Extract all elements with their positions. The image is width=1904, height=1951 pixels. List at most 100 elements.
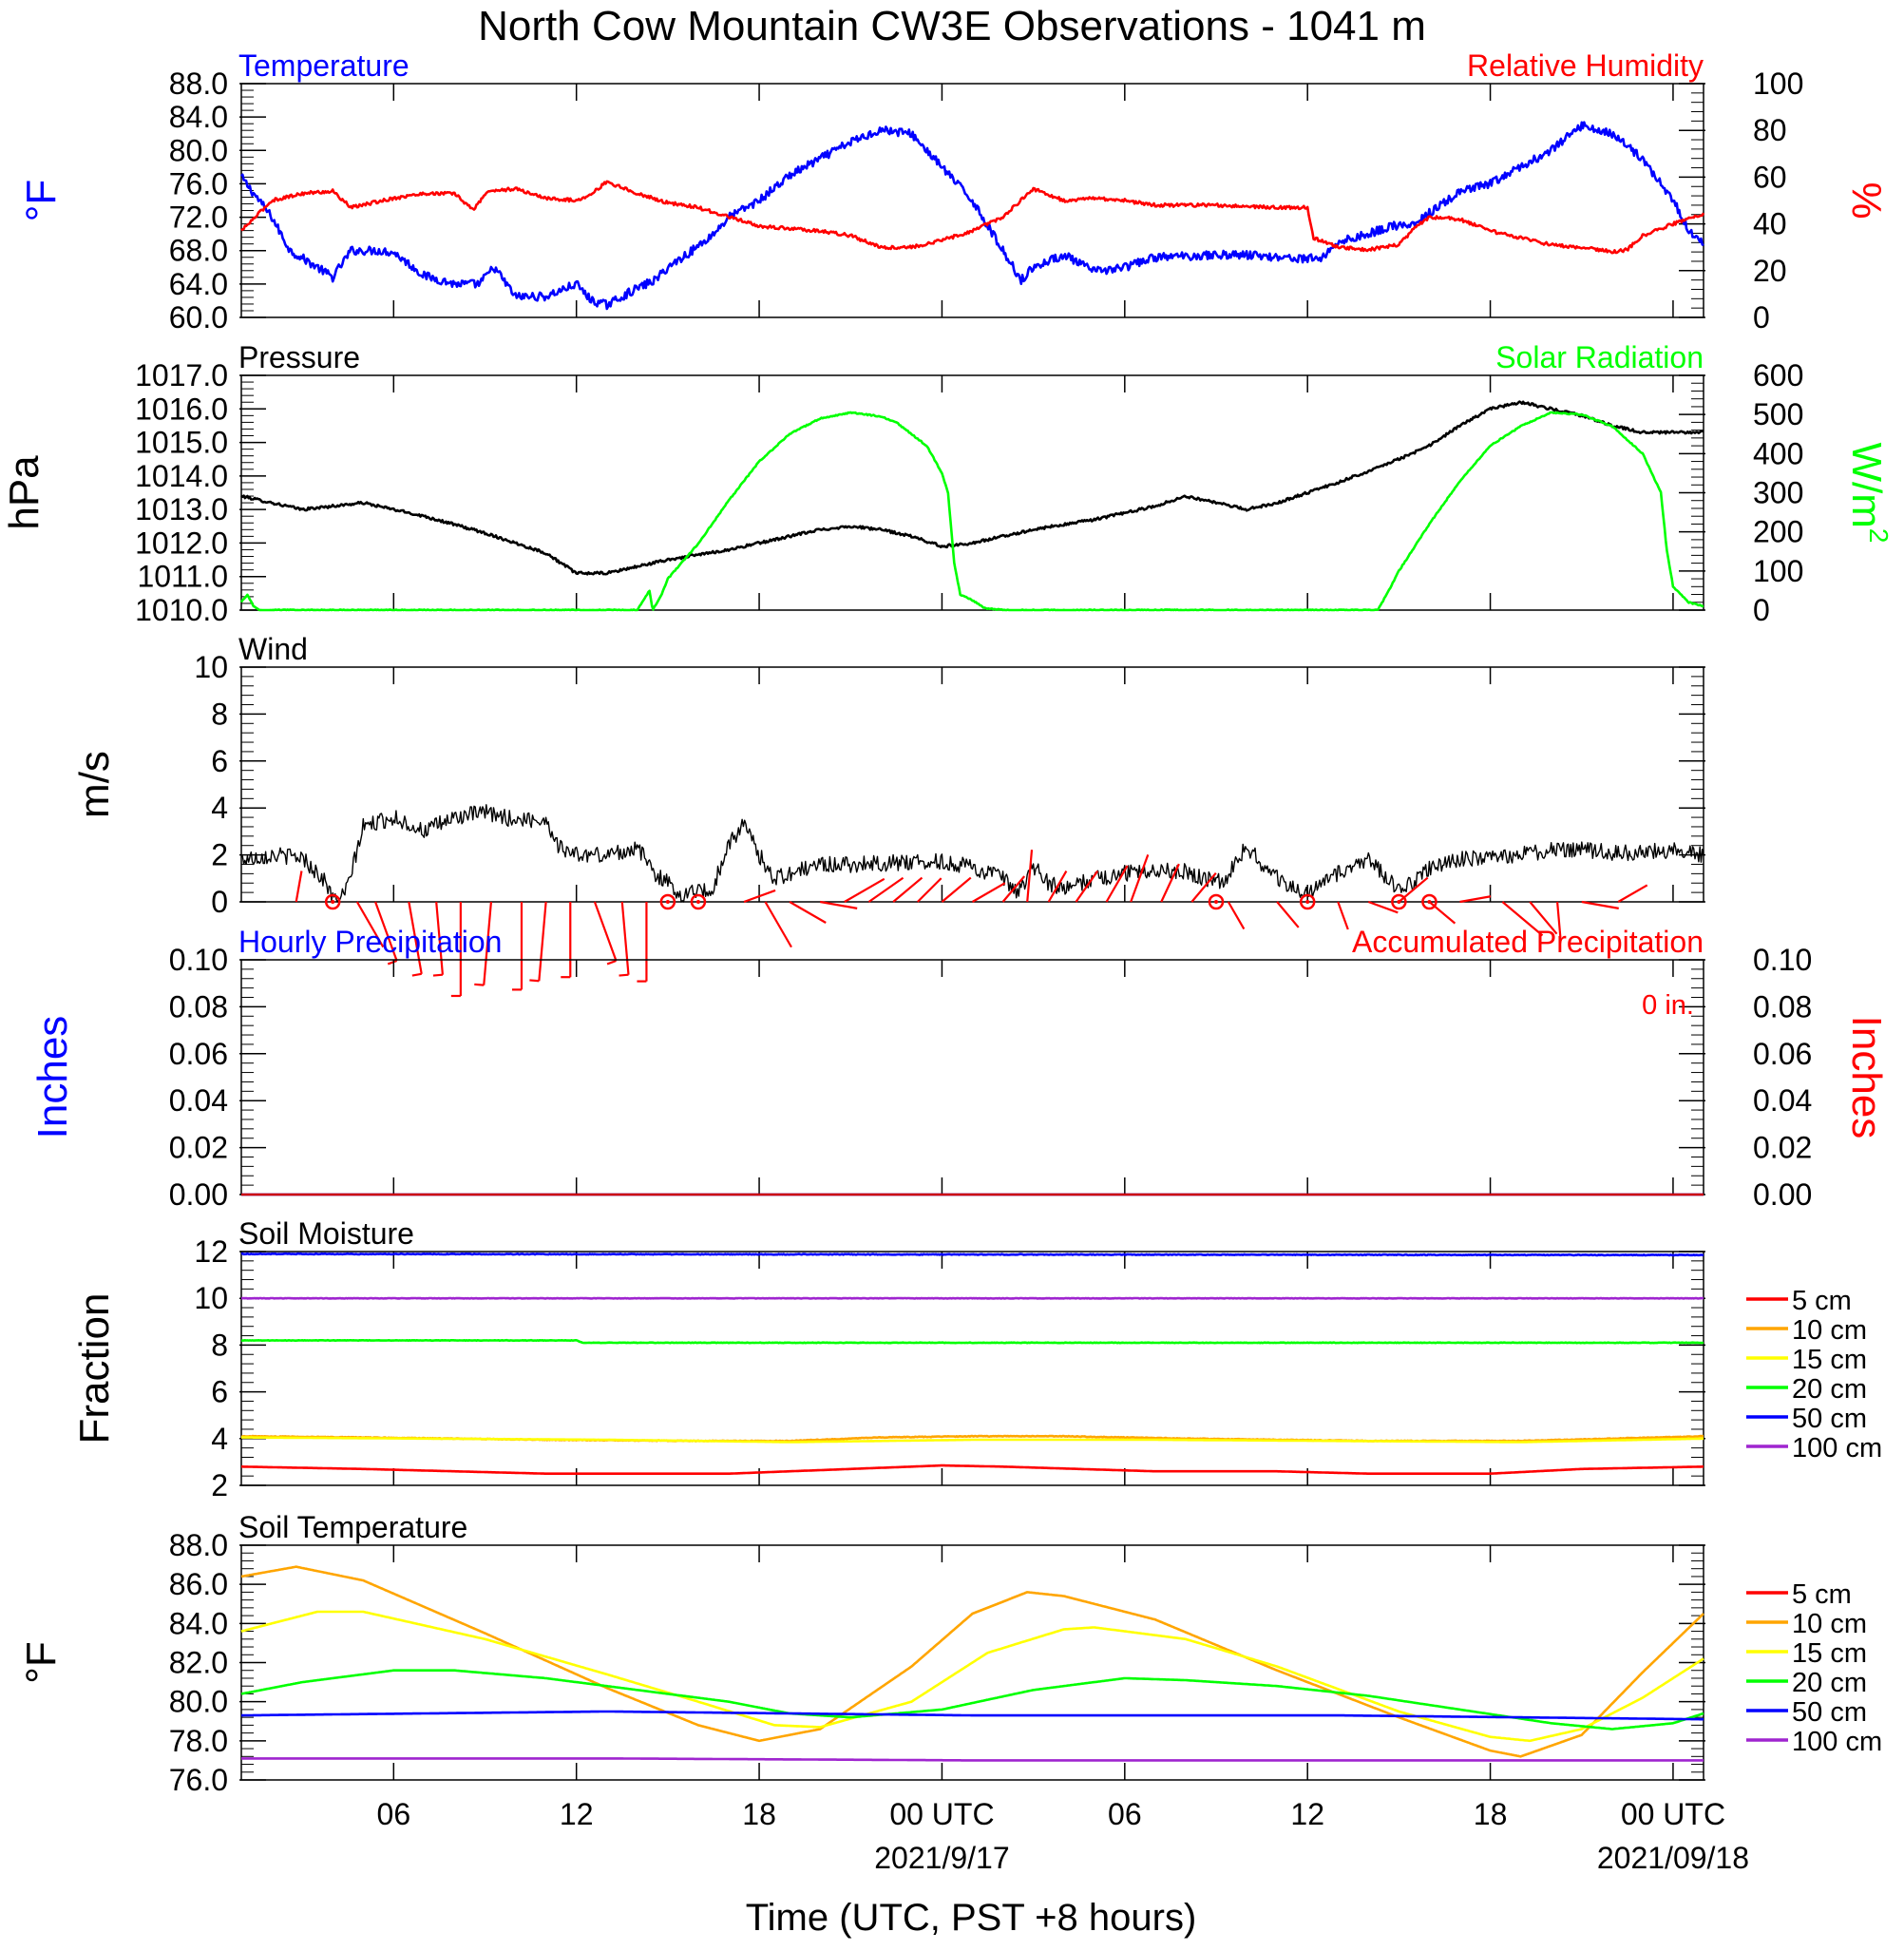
y-tick-label-left: 0.00 <box>169 1177 228 1212</box>
y-tick-label-right: 40 <box>1753 207 1787 241</box>
calm-wind-marker <box>690 893 707 910</box>
wind-barb <box>789 901 827 924</box>
y-tick-label-left: 0.02 <box>169 1131 228 1165</box>
y-tick-label-left: 0.10 <box>169 943 228 977</box>
y-tick-label-right: 0.10 <box>1753 943 1812 977</box>
calm-wind-marker-dot <box>1305 900 1310 904</box>
panel-title-left: Soil Temperature <box>238 1510 467 1544</box>
wind-barb <box>1227 901 1246 930</box>
wind-barb <box>1367 900 1399 914</box>
y-tick-label-right: 0.04 <box>1753 1083 1812 1118</box>
legend-label: 50 cm <box>1792 1404 1867 1434</box>
y-axis-label-left: Fraction <box>71 1293 118 1444</box>
series-50-cm <box>241 1710 1704 1721</box>
wind-barb <box>1105 865 1129 903</box>
wind-barb <box>483 901 493 985</box>
x-tick-label: 12 <box>1290 1797 1324 1831</box>
y-tick-label-left: 0.08 <box>169 989 228 1023</box>
series-wind <box>240 804 1704 903</box>
calm-wind-marker-dot <box>331 900 335 904</box>
calm-wind-marker-dot <box>1397 900 1401 904</box>
series-solar-radiation <box>239 411 1704 612</box>
x-tick-label: 06 <box>1108 1797 1142 1831</box>
calm-wind-marker-dot <box>1427 900 1432 904</box>
wind-barb <box>867 876 904 903</box>
wind-barb <box>1276 901 1300 928</box>
x-axis-label: Time (UTC, PST +8 hours) <box>746 1897 1197 1939</box>
x-tick-label: 00 UTC <box>1621 1797 1725 1831</box>
y-tick-label-left: 76.0 <box>169 166 228 201</box>
wind-barb <box>819 900 858 909</box>
y-tick-label-left: 4 <box>211 791 228 825</box>
y-tick-label-left: 8 <box>211 1328 228 1362</box>
y-tick-label-left: 4 <box>211 1422 228 1456</box>
y-tick-label-left: 10 <box>194 650 228 684</box>
y-tick-label-left: 1012.0 <box>135 526 228 560</box>
y-axis-label-right: Inches <box>1843 1016 1890 1139</box>
wind-barb <box>1075 870 1099 903</box>
panel-title-left: Wind <box>238 632 308 666</box>
wind-barb-flag <box>387 959 398 966</box>
y-tick-label-left: 1011.0 <box>138 560 229 594</box>
y-tick-label-left: 0 <box>211 885 228 919</box>
wind-barb <box>1160 863 1180 903</box>
wind-barb-flag <box>606 959 617 966</box>
wind-barb <box>764 901 792 948</box>
y-tick-label-right: 80 <box>1753 113 1787 147</box>
y-tick-label-left: 1016.0 <box>135 392 228 426</box>
panel-temp-rh: 60.064.068.072.076.080.084.088.0 0 20 40 60 8… <box>18 48 1890 335</box>
legend-label: 20 cm <box>1792 1668 1867 1698</box>
y-tick-label-left: 10 <box>194 1281 228 1315</box>
calm-wind-marker <box>1299 893 1316 910</box>
wind-barb <box>941 876 972 903</box>
y-tick-label-left: 6 <box>211 744 228 778</box>
series-100-cm <box>241 1757 1704 1762</box>
y-tick-label-left: 0.04 <box>169 1083 228 1118</box>
y-tick-label-left: 80.0 <box>169 133 228 167</box>
panel-title-right: Relative Humidity <box>1467 48 1704 83</box>
y-tick-label-left: 82.0 <box>169 1646 228 1680</box>
legend-label: 15 cm <box>1792 1638 1867 1669</box>
panel-title-left: Soil Moisture <box>238 1216 414 1251</box>
wind-barb <box>1581 900 1619 909</box>
x-tick-date-label: 2021/9/17 <box>874 1841 1009 1875</box>
y-axis-label-right: % <box>1843 182 1890 219</box>
panel-title-left: Temperature <box>238 48 409 83</box>
legend-label: 50 cm <box>1792 1697 1867 1728</box>
plot-frame <box>240 83 1704 318</box>
y-tick-label-right: 0.02 <box>1753 1131 1812 1165</box>
y-tick-label-left: 6 <box>211 1375 228 1409</box>
legend-label: 100 cm <box>1792 1727 1882 1757</box>
y-axis-label-right: W/m2 <box>1843 443 1894 544</box>
x-tick-label: 00 UTC <box>889 1797 994 1831</box>
plot-frame <box>240 666 1704 903</box>
wind-barb <box>1337 901 1349 930</box>
wind-barb <box>1026 850 1034 903</box>
wind-barb <box>1001 875 1026 903</box>
y-tick-label-right: 200 <box>1753 515 1803 549</box>
wind-barb <box>1459 895 1492 904</box>
legend-label: 10 cm <box>1792 1315 1867 1346</box>
y-tick-label-right: 100 <box>1753 554 1803 588</box>
wind-barb <box>1556 901 1562 940</box>
series-temperature <box>240 121 1704 311</box>
wind-barb <box>593 901 618 962</box>
series-relative-humidity <box>240 180 1705 255</box>
x-axis: 06 12 18 00 UTC 2021/9/17 06 12 18 00 UTC 2021/09… <box>377 1797 1750 1875</box>
legend-label: 5 cm <box>1792 1579 1852 1610</box>
y-tick-label-right: 300 <box>1753 476 1803 510</box>
wind-barb <box>743 889 776 904</box>
wind-barb <box>1428 901 1457 925</box>
y-tick-label-left: 64.0 <box>169 267 228 301</box>
wind-barb <box>844 877 885 903</box>
wind-barb <box>620 901 630 975</box>
y-tick-label-right: 0.08 <box>1753 989 1812 1023</box>
x-tick-label: 12 <box>560 1797 594 1831</box>
legend-label: 15 cm <box>1792 1345 1867 1375</box>
wind-barb <box>892 876 923 903</box>
wind-barb-flag <box>432 973 444 977</box>
y-tick-label-left: 86.0 <box>169 1567 228 1601</box>
y-tick-label-left: 88.0 <box>169 1528 228 1562</box>
calm-wind-marker-dot <box>1214 900 1218 904</box>
